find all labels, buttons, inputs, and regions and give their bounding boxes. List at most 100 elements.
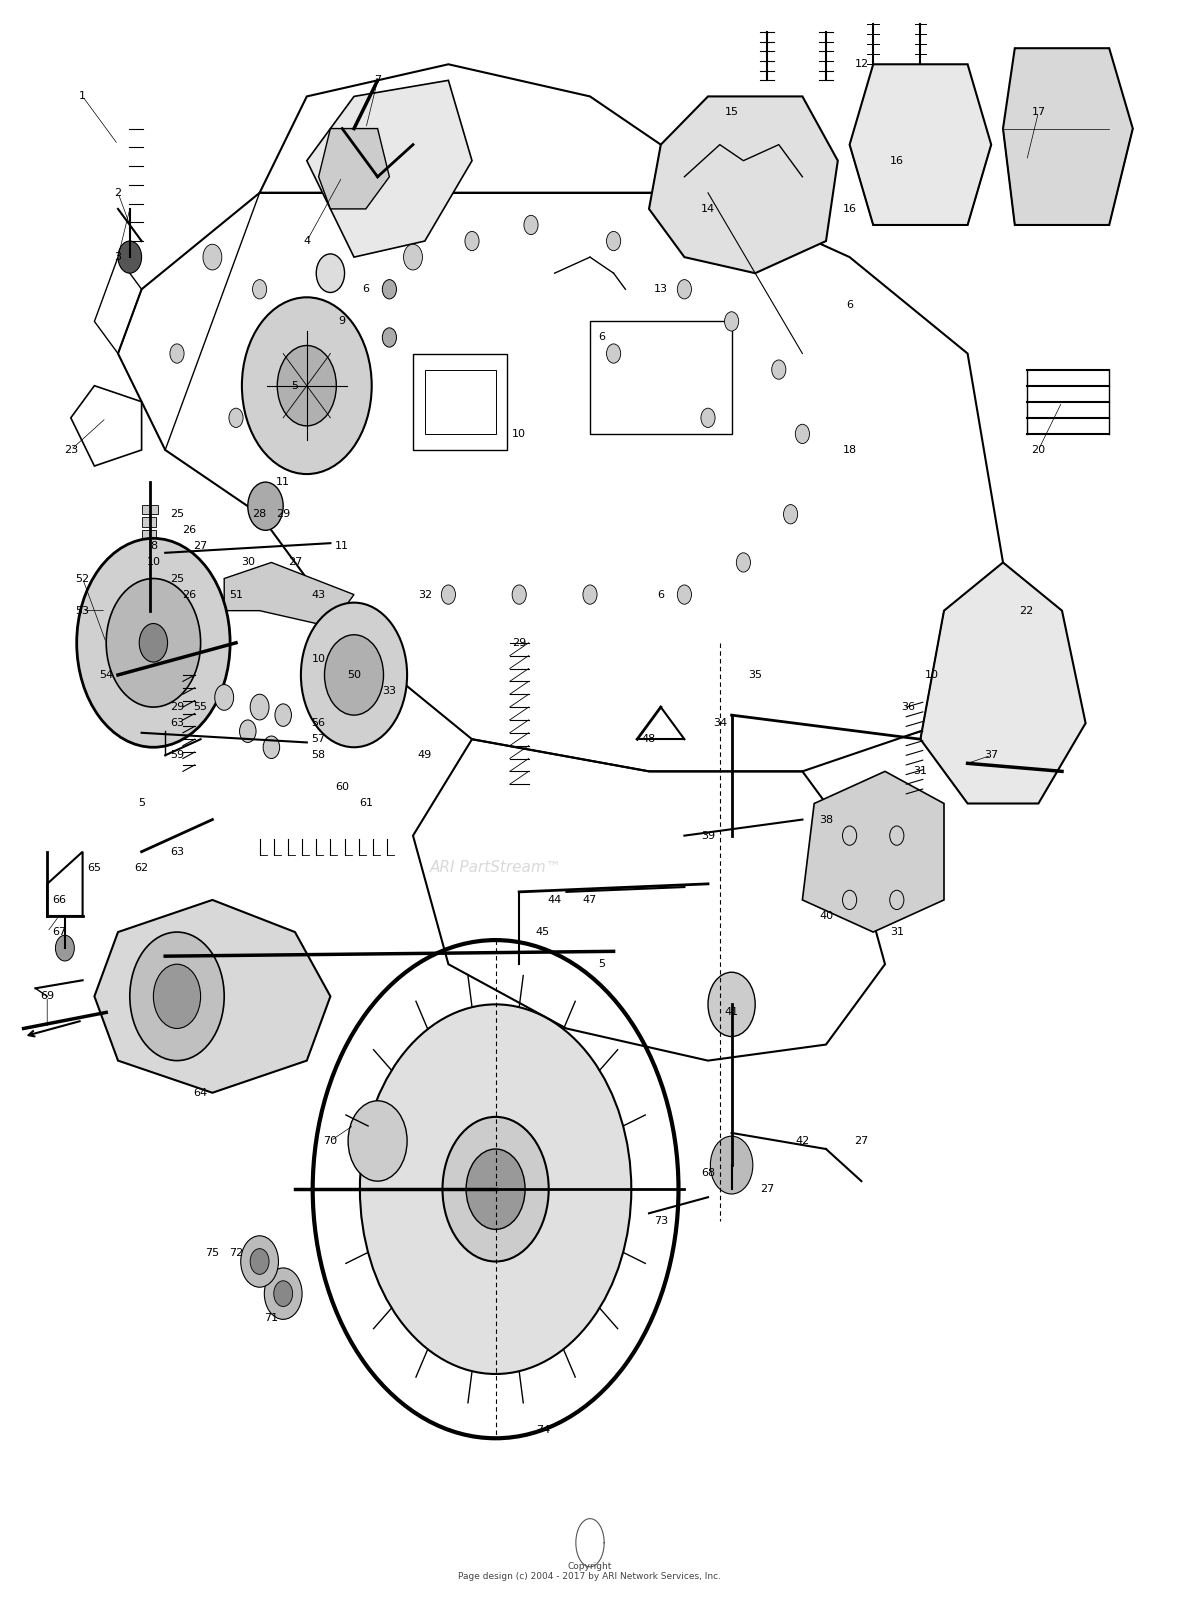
Text: 57: 57 [312,734,326,744]
Circle shape [263,736,280,759]
Text: 48: 48 [642,734,656,744]
Circle shape [250,1249,269,1274]
Text: 72: 72 [229,1249,243,1258]
Circle shape [512,585,526,604]
Text: 20: 20 [1031,445,1045,455]
Text: 26: 26 [182,525,196,535]
Text: 5: 5 [138,799,145,808]
Text: 70: 70 [323,1136,337,1146]
Text: 17: 17 [1031,108,1045,117]
Circle shape [55,935,74,961]
Circle shape [442,1117,549,1261]
Text: 30: 30 [241,558,255,567]
Circle shape [404,244,422,270]
Text: 39: 39 [701,831,715,840]
Circle shape [677,585,691,604]
Bar [142,556,156,566]
Text: 6: 6 [657,590,664,599]
Text: 64: 64 [194,1088,208,1098]
Text: 10: 10 [512,429,526,439]
Circle shape [677,280,691,299]
Text: 25: 25 [170,509,184,519]
Polygon shape [224,562,354,627]
Text: 67: 67 [52,927,66,937]
Text: 3: 3 [114,252,122,262]
Circle shape [382,280,396,299]
Polygon shape [1003,48,1133,225]
Circle shape [725,312,739,331]
Text: 34: 34 [713,718,727,728]
Circle shape [348,1101,407,1181]
Text: 29: 29 [512,638,526,648]
Circle shape [264,1268,302,1319]
Circle shape [382,328,396,347]
Text: 7: 7 [374,76,381,85]
Text: 31: 31 [890,927,904,937]
Text: 27: 27 [288,558,302,567]
Text: 27: 27 [854,1136,868,1146]
Text: 10: 10 [925,670,939,680]
Text: 42: 42 [795,1136,809,1146]
Bar [142,530,156,540]
Circle shape [118,241,142,273]
Text: 12: 12 [854,59,868,69]
Text: 28: 28 [253,509,267,519]
Text: 37: 37 [984,750,998,760]
Text: 74: 74 [536,1425,550,1435]
Polygon shape [802,771,944,932]
Text: 60: 60 [335,783,349,792]
Polygon shape [94,900,330,1093]
Polygon shape [850,64,991,225]
Text: 26: 26 [182,590,196,599]
Text: 65: 65 [87,863,101,873]
Circle shape [795,424,809,444]
Bar [142,505,158,514]
Circle shape [153,964,201,1028]
Circle shape [242,297,372,474]
Circle shape [241,1236,278,1287]
Text: 69: 69 [40,992,54,1001]
Text: 8: 8 [150,542,157,551]
Circle shape [248,482,283,530]
Text: 40: 40 [819,911,833,921]
Circle shape [736,553,750,572]
Text: 9: 9 [339,317,346,326]
Text: 58: 58 [312,750,326,760]
Text: 53: 53 [76,606,90,615]
Circle shape [240,720,256,742]
Text: 18: 18 [843,445,857,455]
Bar [142,569,153,579]
Circle shape [215,685,234,710]
Circle shape [710,1136,753,1194]
Circle shape [465,231,479,251]
Text: Copyright
Page design (c) 2004 - 2017 by ARI Network Services, Inc.: Copyright Page design (c) 2004 - 2017 by… [459,1562,721,1581]
Bar [142,543,153,553]
Text: 56: 56 [312,718,326,728]
Text: 29: 29 [276,509,290,519]
Circle shape [274,1281,293,1306]
Polygon shape [649,96,838,273]
Text: 11: 11 [335,542,349,551]
Circle shape [701,408,715,427]
Text: 73: 73 [654,1216,668,1226]
Circle shape [607,231,621,251]
Text: 5: 5 [598,959,605,969]
Bar [142,517,156,527]
Text: 6: 6 [846,301,853,310]
Text: 29: 29 [170,702,184,712]
Text: 22: 22 [1020,606,1034,615]
Text: 45: 45 [536,927,550,937]
Bar [425,370,496,434]
Text: ARI PartStream™: ARI PartStream™ [430,860,562,876]
Text: 16: 16 [843,204,857,214]
Circle shape [360,1004,631,1374]
Circle shape [275,704,291,726]
Text: 44: 44 [548,895,562,905]
Text: 32: 32 [418,590,432,599]
Text: 36: 36 [902,702,916,712]
Circle shape [250,694,269,720]
Circle shape [524,215,538,235]
Circle shape [301,603,407,747]
Circle shape [77,538,230,747]
Circle shape [784,505,798,524]
